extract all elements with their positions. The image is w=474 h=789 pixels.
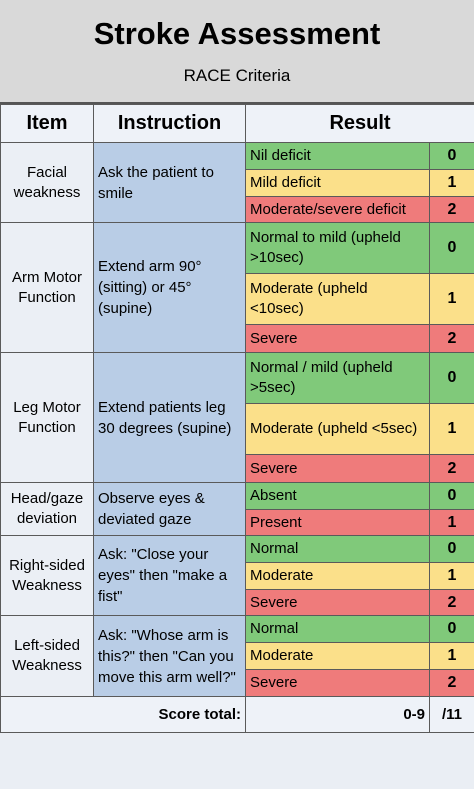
result-score: 2 — [429, 669, 474, 697]
result-label: Normal — [245, 535, 430, 563]
table-row: Moderate 1 — [1, 562, 474, 590]
total-label: Score total: — [0, 696, 246, 733]
result-label: Moderate — [245, 562, 430, 590]
total-row: Score total: 0-9 /11 — [0, 696, 474, 733]
result-score: 0 — [429, 615, 474, 643]
item-name: Head/gaze deviation — [0, 482, 94, 536]
total-range: 0-9 — [245, 696, 430, 733]
table-row: Arm Motor Function Extend arm 90° (sittin… — [0, 222, 474, 353]
table-row: Head/gaze deviation Observe eyes & deviat… — [0, 482, 474, 536]
page-subtitle: RACE Criteria — [183, 66, 291, 85]
result-label: Severe — [245, 589, 430, 616]
header: Stroke Assessment RACE Criteria — [0, 0, 474, 104]
assessment-table: Item Instruction Result Facial weakness A… — [0, 104, 474, 733]
table-row: Right-sided Weakness Ask: "Close your eye… — [0, 535, 474, 616]
table-row: Severe 2 — [1, 454, 474, 483]
result-label: Absent — [245, 482, 430, 510]
table-row: Severe 2 — [1, 324, 474, 353]
table-row: Moderate/severe deficit 2 — [1, 196, 474, 223]
result-score: 0 — [429, 142, 474, 170]
instruction-text: Ask: "Close your eyes" then "make a fist… — [93, 535, 246, 616]
table-row: Severe 2 — [1, 589, 474, 616]
result-label: Moderate/severe deficit — [245, 196, 430, 223]
table-row: Severe 2 — [1, 669, 474, 697]
table-body: Facial weakness Ask the patient to smile N… — [0, 142, 474, 697]
result-label: Moderate (upheld <10sec) — [245, 273, 430, 325]
item-name: Left-sided Weakness — [0, 615, 94, 697]
column-header-instruction: Instruction — [93, 104, 246, 143]
result-score: 1 — [429, 509, 474, 536]
column-header-result: Result — [245, 104, 474, 143]
result-score: 2 — [429, 454, 474, 483]
result-score: 0 — [429, 222, 474, 274]
table-row: Left-sided Weakness Ask: "Whose arm is th… — [0, 615, 474, 697]
result-score: 1 — [429, 562, 474, 590]
table-row: Present 1 — [1, 509, 474, 536]
instruction-text: Extend patients leg 30 degrees (supine) — [93, 352, 246, 483]
result-score: 2 — [429, 589, 474, 616]
instruction-text: Ask: "Whose arm is this?" then "Can you … — [93, 615, 246, 697]
result-score: 0 — [429, 352, 474, 404]
result-score: 1 — [429, 169, 474, 197]
result-label: Mild deficit — [245, 169, 430, 197]
item-name: Leg Motor Function — [0, 352, 94, 483]
instruction-text: Extend arm 90° (sitting) or 45°(supine) — [93, 222, 246, 353]
result-label: Nil deficit — [245, 142, 430, 170]
item-name: Facial weakness — [0, 142, 94, 223]
column-header-item: Item — [0, 104, 94, 143]
instruction-text: Observe eyes & deviated gaze — [93, 482, 246, 536]
result-label: Normal / mild (upheld >5sec) — [245, 352, 430, 404]
result-score: 0 — [429, 535, 474, 563]
result-label: Severe — [245, 454, 430, 483]
table-row: Leg Motor Function Extend patients leg 30… — [0, 352, 474, 483]
table-row: Moderate 1 — [1, 642, 474, 670]
result-label: Severe — [245, 669, 430, 697]
result-label: Moderate — [245, 642, 430, 670]
result-score: 1 — [429, 403, 474, 455]
table-header-row: Item Instruction Result — [0, 104, 474, 143]
result-label: Moderate (upheld <5sec) — [245, 403, 430, 455]
result-label: Present — [245, 509, 430, 536]
result-score: 1 — [429, 273, 474, 325]
result-score: 2 — [429, 196, 474, 223]
result-label: Normal — [245, 615, 430, 643]
total-max: /11 — [429, 696, 474, 733]
item-name: Arm Motor Function — [0, 222, 94, 353]
table-row: Moderate (upheld <10sec) 1 — [1, 273, 474, 325]
result-label: Normal to mild (upheld >10sec) — [245, 222, 430, 274]
instruction-text: Ask the patient to smile — [93, 142, 246, 223]
table-row: Moderate (upheld <5sec) 1 — [1, 403, 474, 455]
table-row: Facial weakness Ask the patient to smile N… — [0, 142, 474, 223]
result-score: 2 — [429, 324, 474, 353]
result-label: Severe — [245, 324, 430, 353]
item-name: Right-sided Weakness — [0, 535, 94, 616]
result-score: 0 — [429, 482, 474, 510]
result-score: 1 — [429, 642, 474, 670]
page-title: Stroke Assessment — [93, 16, 381, 51]
